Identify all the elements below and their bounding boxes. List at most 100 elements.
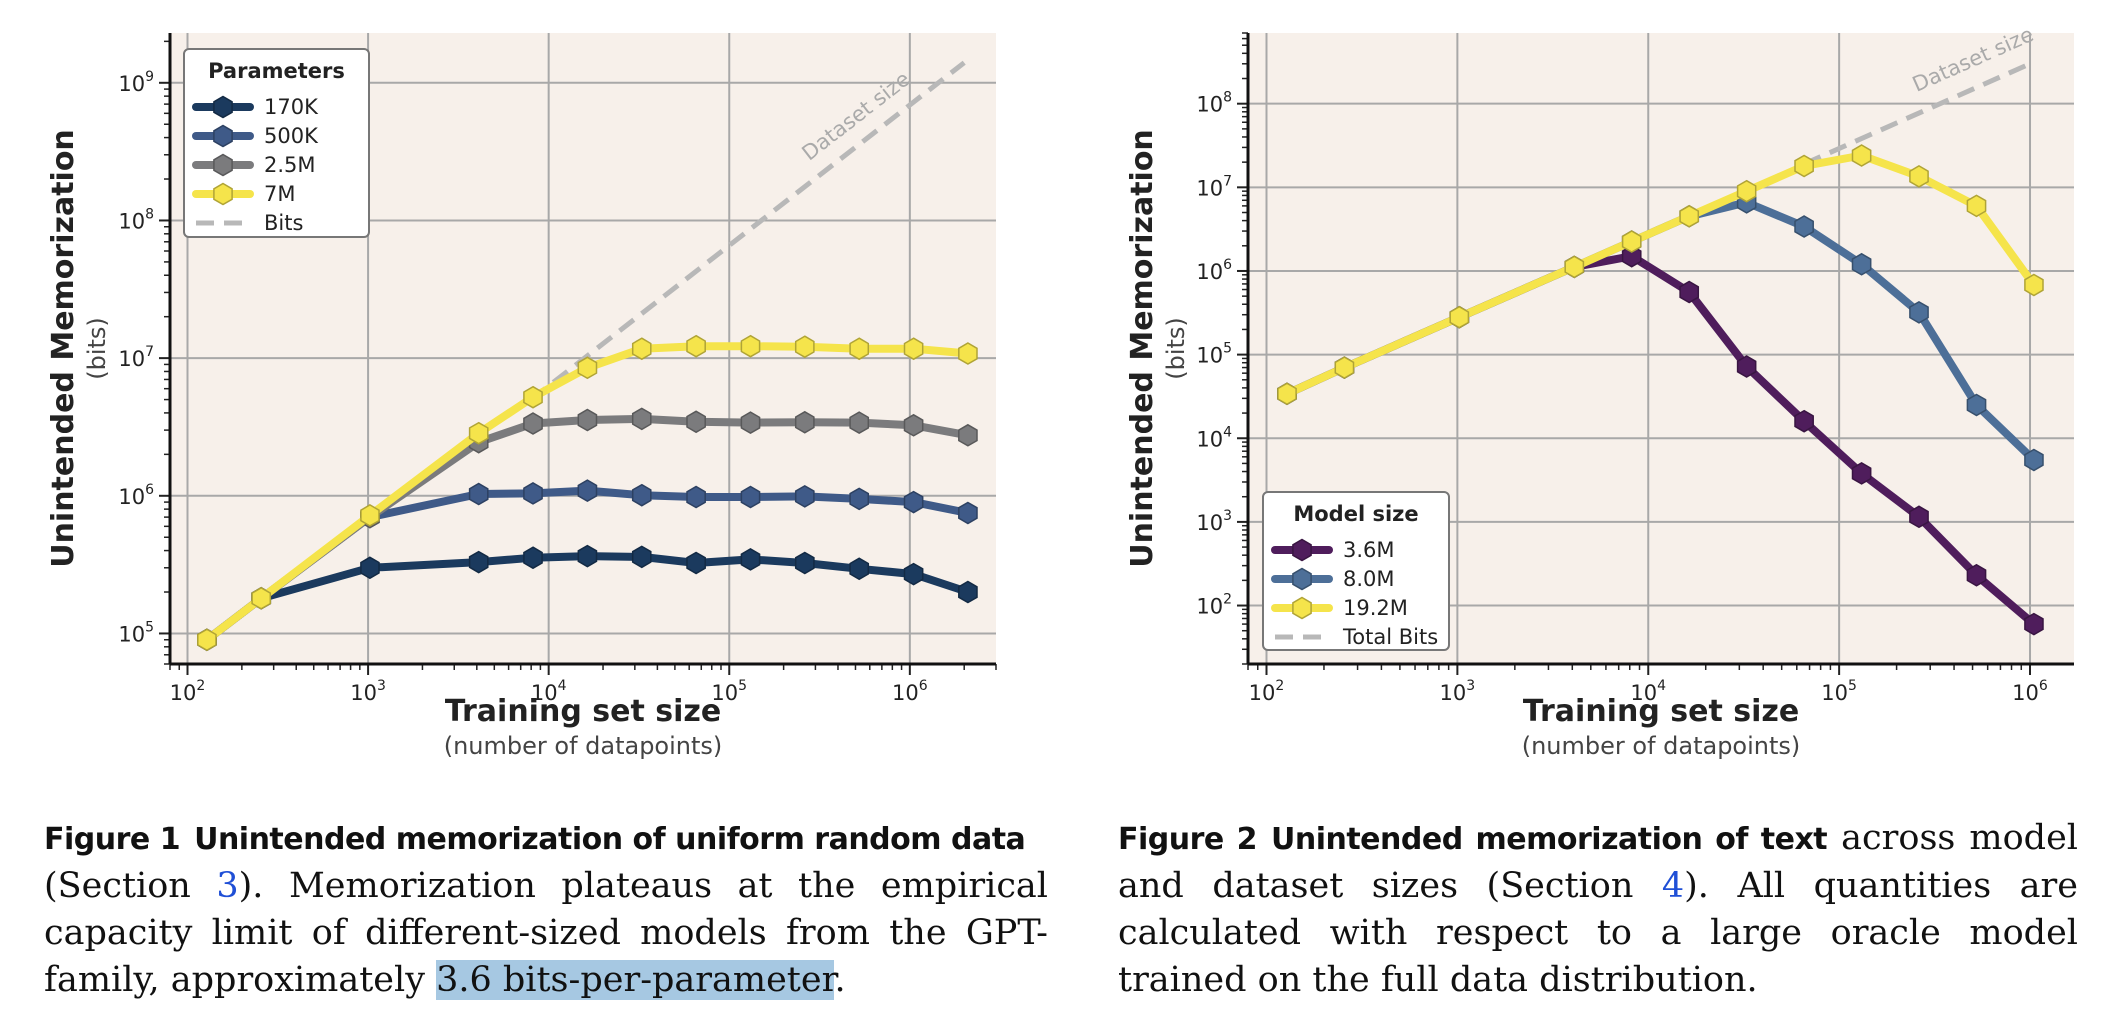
legend: Parameters 170K 500K 2.5M 7M Bits (183, 48, 370, 238)
data-point (740, 411, 761, 434)
data-point (958, 423, 978, 447)
data-point (577, 356, 598, 380)
data-point (740, 334, 761, 358)
data-point (2024, 448, 2044, 472)
data-point (958, 342, 978, 365)
data-point (794, 410, 815, 434)
legend-entry-3.6M: 3.6M (1271, 538, 1395, 562)
dataset-size-line (529, 60, 966, 402)
data-point (1909, 301, 1929, 324)
figure-1-text-c: . (834, 960, 846, 1000)
data-point (1736, 355, 1757, 378)
x-tick-label: 102 (170, 678, 206, 705)
legend-marker (1292, 596, 1312, 620)
x-tick-label: 103 (350, 678, 386, 705)
section-4-link[interactable]: 4 (1661, 866, 1685, 906)
legend-marker (213, 182, 233, 206)
data-point (523, 385, 543, 409)
figure-2-label: Figure 2 (1118, 822, 1257, 857)
data-point (1851, 144, 1872, 167)
data-point (903, 562, 924, 586)
data-point (1564, 255, 1585, 279)
legend-label: 170K (264, 95, 319, 119)
data-point (523, 412, 543, 435)
data-point (468, 482, 489, 506)
figure-2-caption: Figure 2 Unintended memorization of text … (1118, 815, 2078, 1004)
data-point (360, 504, 380, 527)
legend-label: 7M (264, 182, 295, 206)
data-point (849, 411, 870, 434)
section-3-link[interactable]: 3 (216, 866, 239, 906)
data-point (1679, 280, 1700, 304)
legend-label: 8.0M (1343, 567, 1395, 591)
y-tick-label: 103 (1196, 508, 1232, 535)
x-axis-sublabel: (number of datapoints) (1522, 732, 1801, 760)
data-point (468, 550, 489, 574)
legend-title: Model size (1293, 502, 1418, 526)
y-tick-label: 109 (118, 69, 154, 96)
data-point (1794, 215, 1814, 238)
legend-marker (213, 153, 233, 177)
legend-label: Bits (264, 211, 303, 235)
figure-1-label: Figure 1 (44, 822, 181, 857)
y-tick-label: 102 (1196, 592, 1232, 619)
data-point (577, 544, 598, 568)
y-tick-label: 105 (1196, 341, 1232, 368)
data-point (1794, 154, 1814, 178)
data-point (631, 337, 652, 361)
data-point (1966, 393, 1987, 417)
y-tick-label: 104 (1196, 424, 1232, 451)
data-point (686, 485, 706, 509)
dataset-size-line (1803, 61, 2032, 167)
legend-label: 500K (264, 124, 319, 148)
y-tick-label: 108 (1196, 90, 1232, 117)
figure-1-text-b: ). Memorization plateaus at the empirica… (44, 866, 1048, 1000)
data-point (740, 485, 761, 509)
data-point (740, 548, 761, 571)
chart-memorization-text: 102 103 104 105 106102103104105106107108Data… (1125, 22, 2074, 760)
figure-1-caption: Figure 1 Unintended memorization of unifo… (44, 815, 1048, 1004)
y-tick-label: 107 (118, 344, 154, 371)
legend-entry-Bits: Bits (196, 211, 303, 235)
series-7M (197, 334, 978, 652)
data-point (958, 501, 978, 525)
y-axis-label: Unintended Memorization (1125, 129, 1160, 568)
x-axis-sublabel: (number of datapoints) (444, 732, 723, 760)
data-point (686, 334, 706, 358)
data-point (1966, 194, 1987, 218)
legend-label: 3.6M (1343, 538, 1395, 562)
figure-2-title: Unintended memorization of text (1270, 822, 1828, 857)
data-point (523, 546, 543, 570)
data-point (1909, 505, 1929, 529)
data-point (577, 408, 598, 432)
x-tick-label: 105 (1821, 678, 1857, 705)
data-point (1851, 252, 1872, 276)
data-point (849, 557, 870, 581)
legend-entry-500K: 500K (192, 124, 319, 148)
figure-1-title: Unintended memorization of uniform rando… (194, 822, 1026, 857)
legend-entry-170K: 170K (192, 95, 319, 119)
legend-entry-19.2M: 19.2M (1271, 596, 1408, 620)
y-tick-label: 108 (118, 206, 154, 233)
data-point (523, 482, 543, 505)
y-axis-sublabel: (bits) (83, 317, 111, 380)
legend-entry-7M: 7M (192, 182, 295, 206)
data-point (468, 421, 489, 445)
x-tick-label: 106 (2012, 678, 2048, 705)
x-axis-label: Training set size (1523, 694, 1799, 729)
data-point (1449, 305, 1470, 329)
legend-entry-Total Bits: Total Bits (1275, 625, 1438, 649)
data-point (794, 485, 815, 508)
figure-2-text-a: across model and dataset sizes (Section (1118, 818, 2078, 906)
data-point (197, 628, 217, 652)
data-point (1621, 230, 1642, 253)
legend-label: 2.5M (264, 153, 316, 177)
legend-entry-8.0M: 8.0M (1271, 567, 1395, 591)
y-tick-label: 106 (1196, 257, 1232, 284)
data-point (1851, 462, 1872, 485)
legend-marker (213, 124, 233, 148)
highlighted-text: 3.6 bits-per-parameter (436, 960, 835, 1000)
data-point (251, 586, 272, 610)
legend-marker (213, 95, 233, 119)
